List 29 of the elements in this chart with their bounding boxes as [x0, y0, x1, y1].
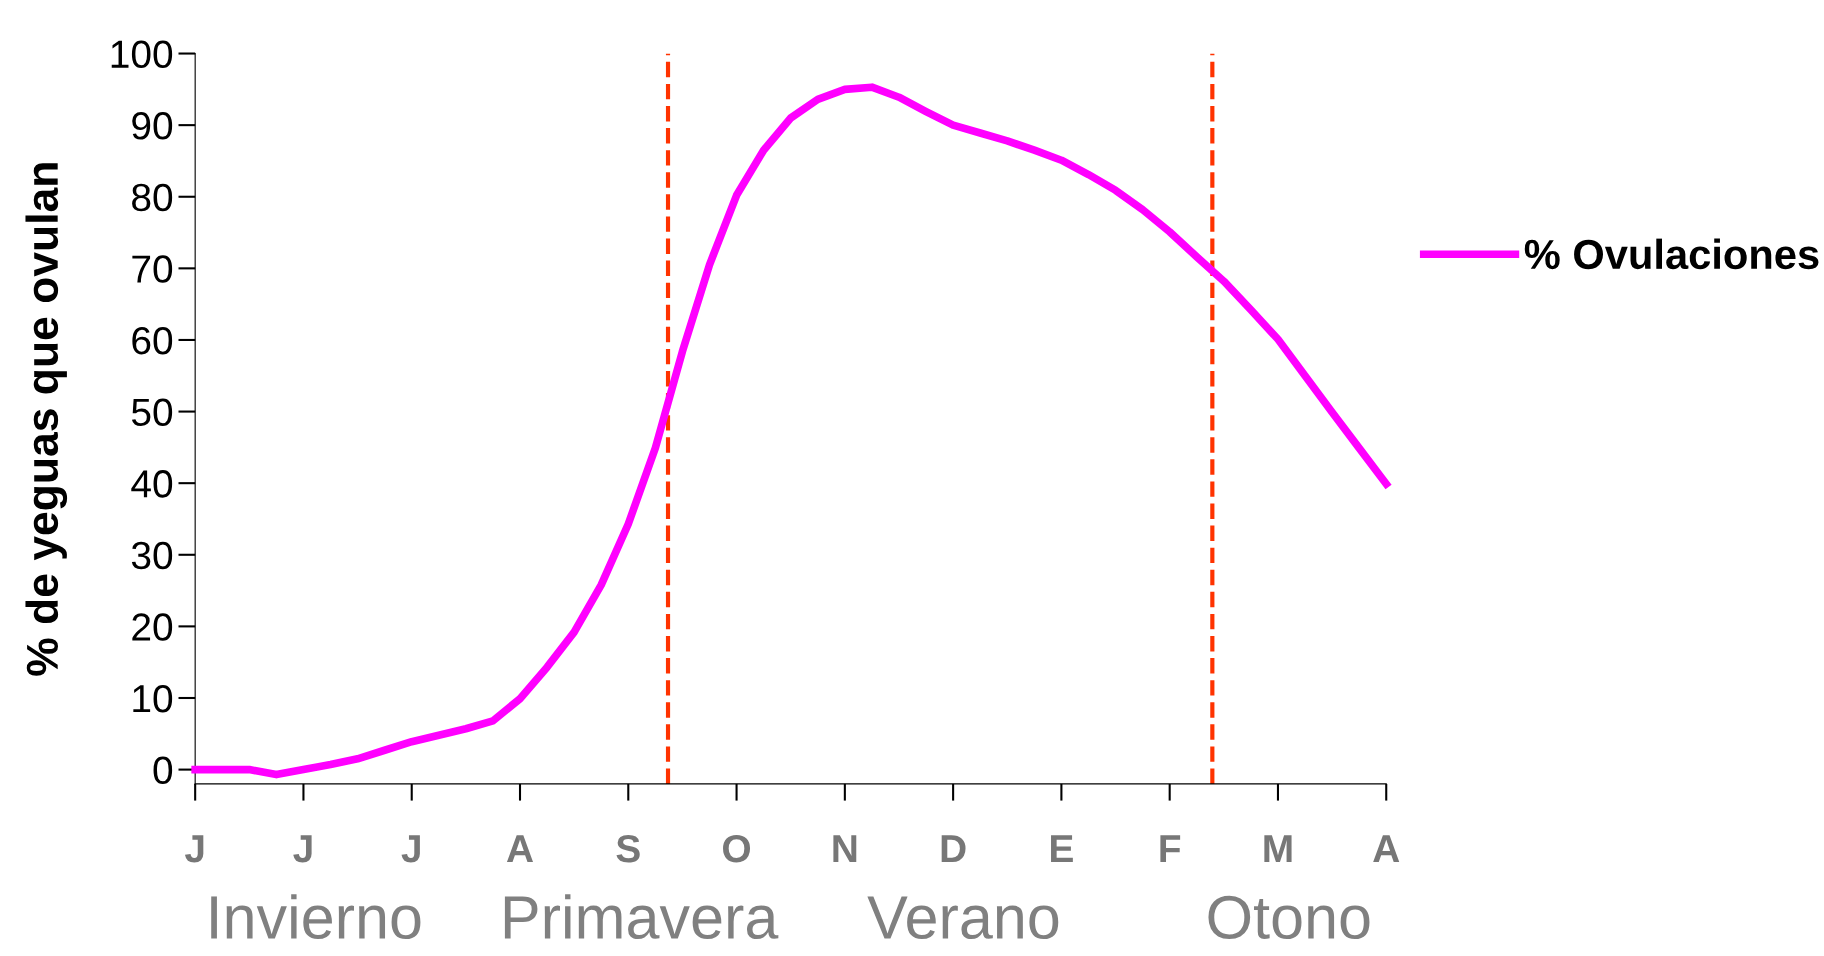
y-tick-label: 60 — [132, 326, 173, 355]
y-tick-label: 20 — [132, 613, 173, 641]
x-tick-label: J — [401, 835, 420, 863]
text: Primavera — [504, 894, 779, 940]
x-tick-label: N — [833, 835, 857, 863]
y-tick-label: 0 — [153, 756, 173, 785]
x-tick-label: J — [293, 835, 312, 863]
y-tick-label: 40 — [131, 470, 173, 498]
y-tick-label: 30 — [131, 541, 173, 570]
legend-label: % Ovulaciones — [1524, 238, 1819, 270]
y-axis-title: % de yeguas que ovulan — [25, 163, 68, 676]
x-tick-label: A — [506, 835, 534, 863]
x-tick-label: A — [1373, 835, 1400, 863]
text: Otono — [1208, 895, 1370, 940]
text: Verano — [867, 896, 1059, 940]
y-tick-label: 90 — [132, 112, 173, 140]
text: Invierno — [211, 894, 421, 940]
y-tick-label: 10 — [133, 684, 173, 713]
y-tick-label: 80 — [132, 183, 173, 212]
x-tick-label: E — [1051, 835, 1073, 863]
x-tick-label: F — [1160, 835, 1181, 863]
x-tick-label: J — [184, 835, 204, 863]
x-tick-label: M — [1264, 835, 1292, 863]
x-tick-label: O — [723, 834, 751, 863]
x-tick-label: S — [616, 834, 640, 863]
x-tick-label: D — [941, 835, 966, 863]
y-tick-label: 100 — [111, 40, 173, 69]
y-tick-label: 70 — [132, 255, 173, 283]
y-tick-label: 50 — [131, 398, 173, 427]
